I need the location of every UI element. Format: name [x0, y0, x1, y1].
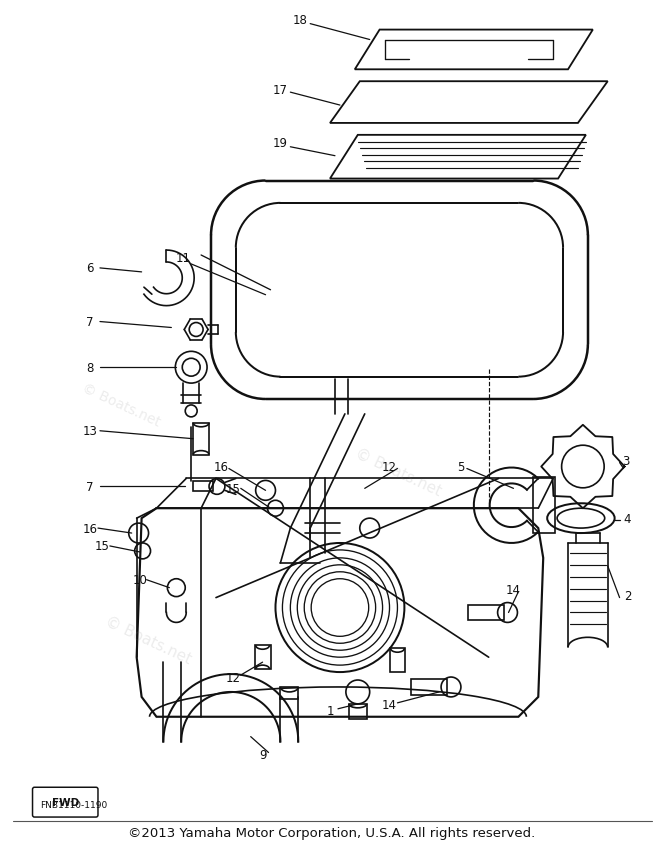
Bar [349, 704, 366, 719]
Text: © Boats.net: © Boats.net [80, 381, 163, 430]
Text: 11: 11 [176, 252, 191, 265]
Text: 1: 1 [327, 705, 334, 717]
Text: 8: 8 [86, 361, 94, 374]
Text: 15: 15 [94, 540, 109, 553]
Text: 13: 13 [82, 425, 98, 438]
Text: 17: 17 [273, 84, 288, 96]
Bar [193, 424, 209, 455]
Text: 19: 19 [273, 137, 288, 150]
Text: 15: 15 [225, 482, 240, 495]
Bar [255, 646, 271, 669]
Text: 4: 4 [624, 512, 631, 525]
Text: 9: 9 [259, 748, 267, 761]
Bar [281, 687, 299, 699]
Text: FWD: FWD [52, 798, 79, 807]
Text: FNB1110-1190: FNB1110-1190 [41, 800, 108, 809]
Text: 7: 7 [86, 480, 94, 493]
Text: 12: 12 [382, 461, 397, 473]
Text: 7: 7 [86, 316, 94, 328]
Text: 14: 14 [506, 583, 521, 597]
Text: 14: 14 [382, 699, 397, 711]
Bar [468, 605, 503, 620]
Text: 6: 6 [86, 262, 94, 275]
Text: © Boats.net: © Boats.net [353, 446, 444, 499]
Bar [533, 478, 555, 533]
Text: 16: 16 [213, 461, 229, 473]
Text: 12: 12 [225, 671, 240, 684]
Text: 10: 10 [132, 574, 147, 587]
Text: 18: 18 [293, 14, 308, 27]
Text: 16: 16 [82, 522, 98, 535]
Text: 2: 2 [624, 589, 631, 603]
Bar [390, 648, 406, 673]
Bar [412, 679, 447, 695]
Text: © Boats.net: © Boats.net [102, 614, 194, 666]
Text: 5: 5 [458, 461, 465, 473]
Text: 3: 3 [622, 455, 629, 468]
Bar [193, 482, 213, 492]
Text: ©2013 Yamaha Motor Corporation, U.S.A. All rights reserved.: ©2013 Yamaha Motor Corporation, U.S.A. A… [128, 826, 535, 840]
